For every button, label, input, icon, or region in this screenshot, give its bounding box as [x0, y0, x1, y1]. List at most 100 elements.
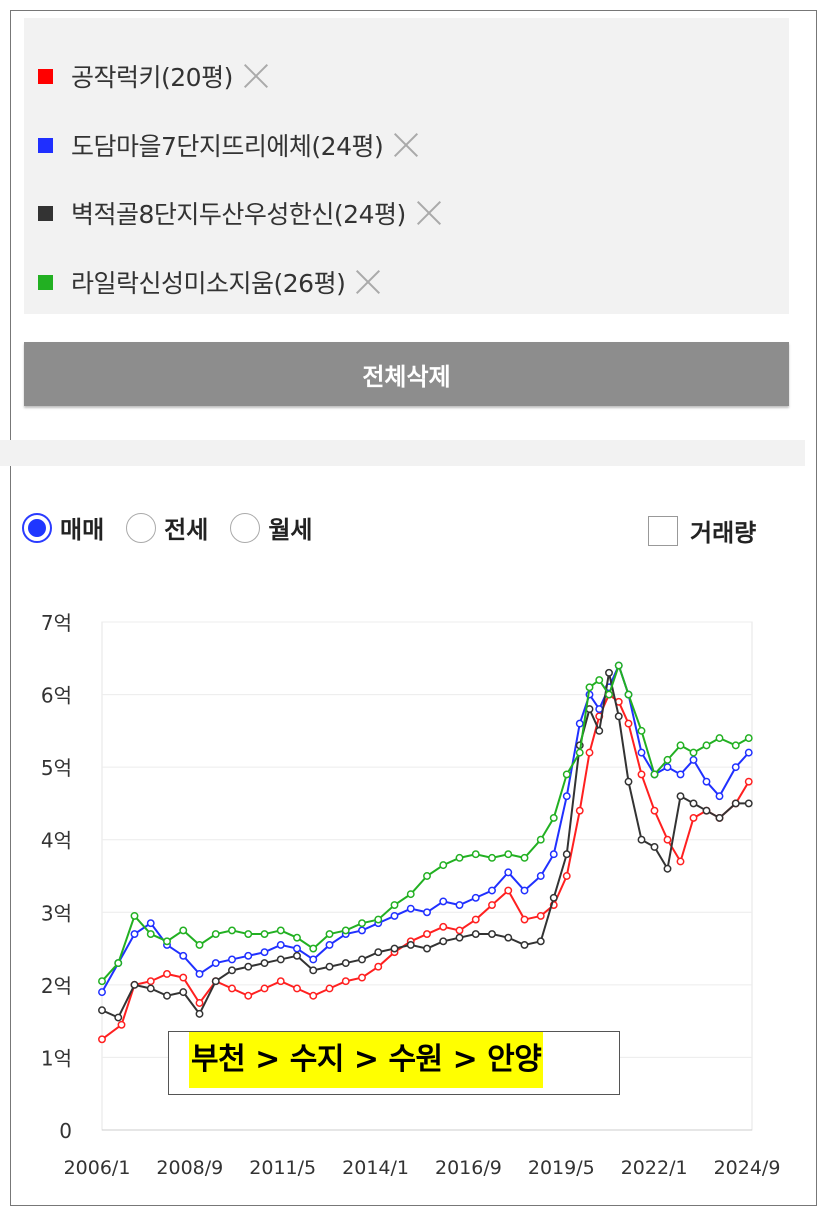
data-point [244, 930, 253, 939]
data-point [488, 901, 496, 909]
data-point [98, 977, 106, 986]
data-point [406, 904, 415, 913]
data-point [325, 940, 334, 949]
data-point [471, 893, 480, 902]
radio-sale[interactable]: 매매 [22, 510, 104, 545]
data-point [520, 940, 529, 949]
radio-unchecked-icon[interactable] [230, 512, 261, 543]
y-tick-label: 5억 [41, 756, 72, 780]
radio-unchecked-icon[interactable] [126, 512, 157, 543]
data-point [325, 930, 334, 939]
data-point [676, 770, 685, 779]
volume-checkbox[interactable] [648, 515, 678, 546]
compare-item: 공작럭키(20평) [38, 56, 269, 96]
data-point [179, 973, 188, 982]
data-point [731, 763, 740, 772]
data-point [676, 792, 685, 801]
data-point [114, 959, 123, 968]
data-point [536, 872, 545, 880]
data-point [520, 886, 529, 895]
data-point [663, 755, 672, 764]
data-point [731, 741, 740, 750]
data-point [585, 683, 594, 692]
y-tick-label: 1억 [41, 1046, 72, 1070]
data-point [614, 661, 623, 670]
data-point [163, 991, 171, 1000]
data-point [536, 911, 545, 920]
x-tick-label: 2011/5 [249, 1157, 316, 1179]
data-point [146, 919, 155, 928]
data-point [562, 792, 571, 801]
data-point [650, 806, 659, 815]
data-point [179, 926, 188, 935]
data-point [309, 966, 318, 975]
data-point [624, 719, 633, 728]
data-point [471, 930, 480, 939]
volume-label: 거래량 [690, 519, 757, 547]
data-point [244, 951, 253, 960]
data-point [676, 741, 685, 750]
data-point [276, 955, 285, 964]
data-point [689, 748, 698, 757]
data-point [614, 712, 623, 721]
data-point [504, 850, 513, 859]
x-tick-label: 2016/9 [435, 1157, 502, 1179]
data-point [439, 937, 448, 946]
x-tick-label: 2022/1 [621, 1157, 688, 1179]
compare-item: 벽적골8단지두산우성한신(24평) [38, 193, 442, 233]
data-point [228, 966, 236, 975]
data-point [624, 690, 633, 699]
data-point [423, 908, 431, 917]
data-point [715, 813, 724, 822]
data-point [117, 1020, 126, 1029]
data-point [689, 813, 698, 822]
x-tick-label: 2024/9 [714, 1157, 781, 1179]
data-point [228, 926, 236, 935]
data-point [309, 955, 318, 964]
data-point [744, 748, 753, 757]
data-point [650, 843, 659, 851]
data-point [309, 991, 318, 1000]
data-point [244, 962, 253, 971]
section-divider [0, 440, 805, 466]
data-point [179, 988, 188, 997]
data-point [536, 835, 545, 844]
x-tick-label: 2006/1 [64, 1157, 131, 1179]
data-point [341, 977, 350, 986]
data-point [504, 886, 513, 895]
data-point [744, 777, 753, 786]
data-point [585, 748, 594, 757]
data-point [731, 799, 740, 808]
data-point [390, 901, 399, 909]
data-point [195, 940, 204, 949]
x-tick-label: 2008/9 [156, 1157, 223, 1179]
y-tick-label: 0 [59, 1119, 72, 1143]
data-point [358, 919, 366, 928]
chart-annotation-box: 부천 > 수지 > 수원 > 안양 [168, 1031, 620, 1095]
series-color-swatch [38, 274, 53, 290]
data-point [439, 922, 448, 931]
data-point [341, 959, 350, 968]
radio-monthly-rent[interactable]: 월세 [230, 510, 313, 545]
radio-jeonse[interactable]: 전세 [126, 510, 208, 545]
data-point [663, 763, 672, 772]
data-point [341, 926, 350, 935]
data-point [211, 977, 220, 986]
data-point [293, 944, 301, 953]
data-point [715, 734, 724, 743]
radio-checked-icon[interactable] [22, 512, 52, 543]
series-line [101, 693, 750, 1041]
delete-all-button[interactable]: 전체삭제 [24, 342, 789, 406]
volume-toggle[interactable]: 거래량 [648, 513, 756, 548]
data-point [423, 930, 431, 939]
data-point [390, 911, 399, 920]
data-point [471, 915, 480, 924]
data-point [605, 690, 613, 699]
data-point [663, 835, 672, 844]
chart-annotation: 부천 > 수지 > 수원 > 안양 [189, 1032, 544, 1088]
compare-item: 라일락신성미소지움(26평) [38, 262, 381, 302]
data-point [276, 940, 285, 949]
data-point [358, 926, 366, 935]
data-point [146, 930, 155, 939]
